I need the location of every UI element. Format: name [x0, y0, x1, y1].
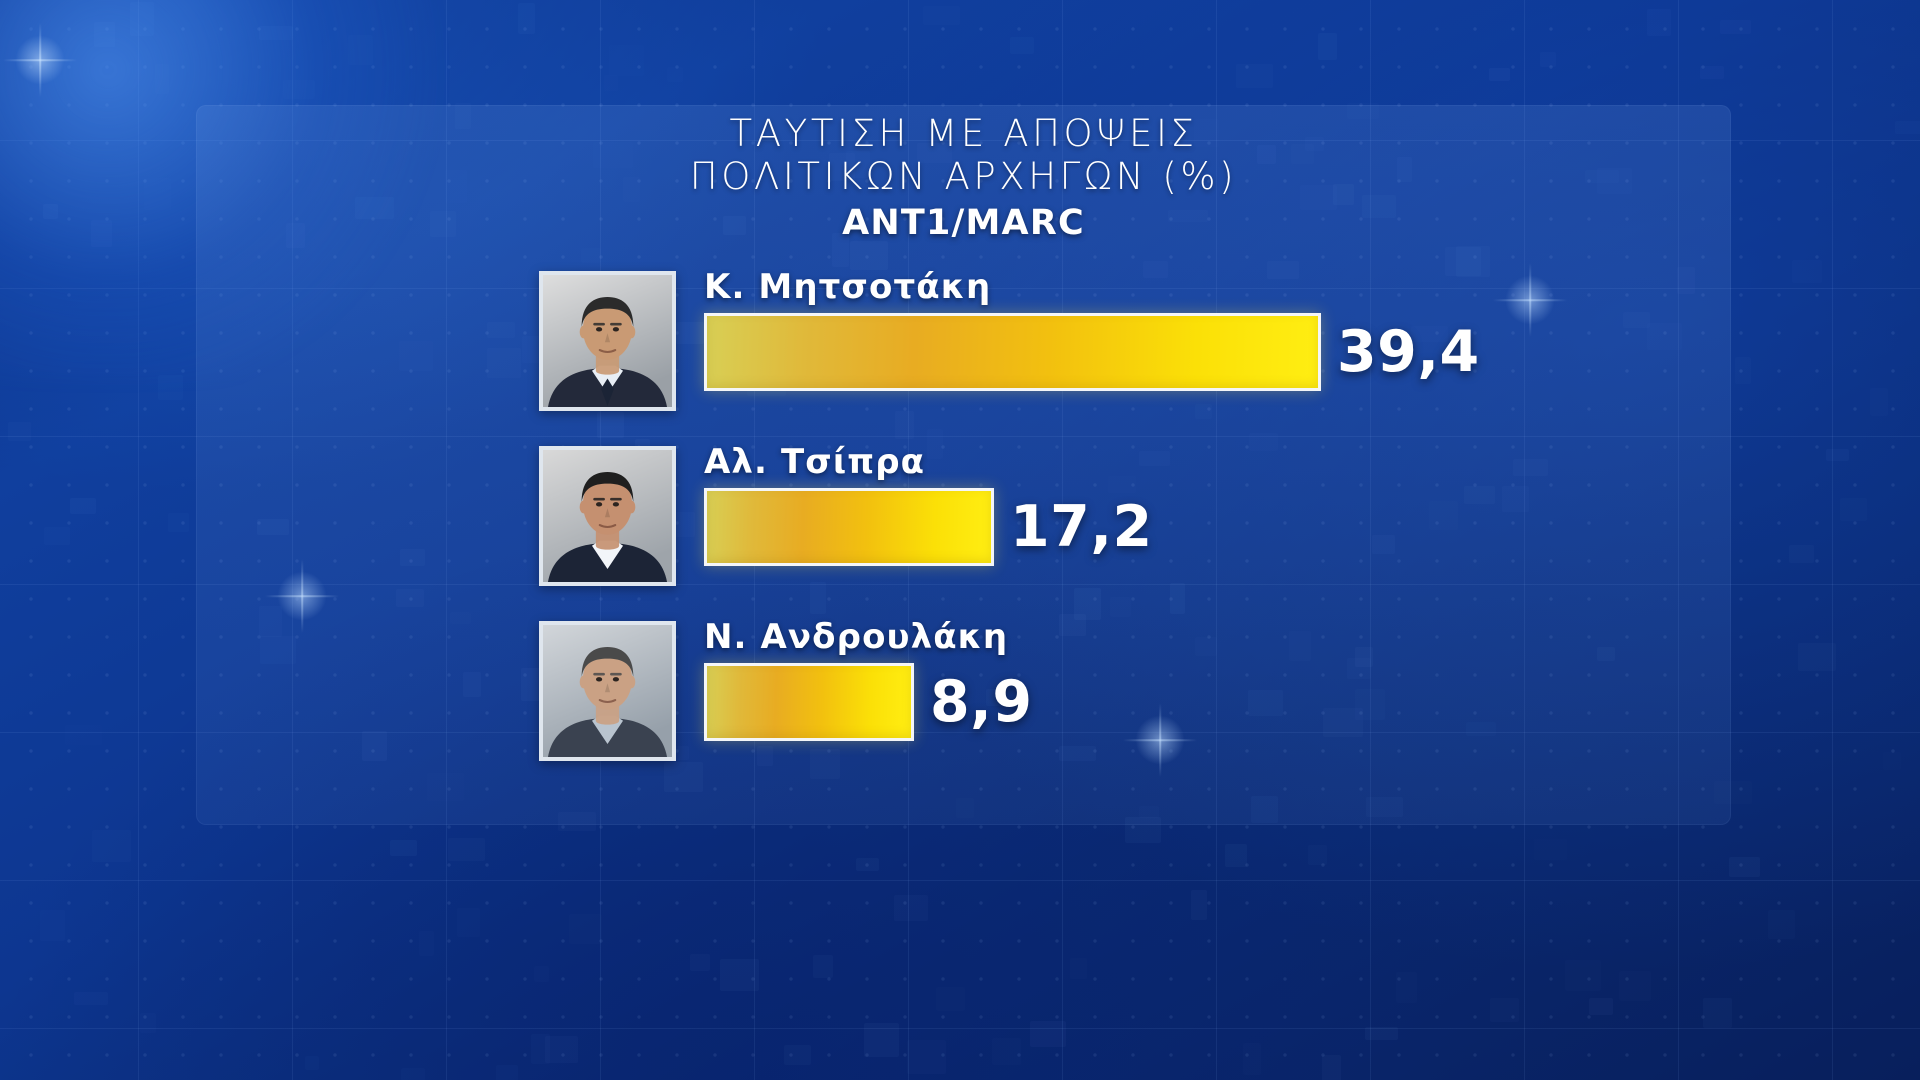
bar-row: Αλ. Τσίπρα 17,2: [196, 440, 1731, 615]
candidate-name: Κ. Μητσοτάκη: [704, 267, 992, 307]
portrait-tsipras: [539, 446, 676, 586]
bar-with-value: 39,4: [704, 313, 1480, 391]
bar-with-value: 17,2: [704, 488, 1153, 566]
value-bar: [704, 313, 1321, 391]
candidate-name: Αλ. Τσίπρα: [704, 442, 926, 482]
portrait-androulakis: [539, 621, 676, 761]
chart-title-line-2: ΠΟΛΙΤΙΚΩΝ ΑΡΧΗΓΩΝ (%): [689, 155, 1238, 198]
chart-panel: ΤΑΥΤΙΣΗ ΜΕ ΑΠΟΨΕΙΣ ΠΟΛΙΤΙΚΩΝ ΑΡΧΗΓΩΝ (%)…: [196, 105, 1731, 825]
background-node-sparkle: [1502, 272, 1558, 328]
title-block: ΤΑΥΤΙΣΗ ΜΕ ΑΠΟΨΕΙΣ ΠΟΛΙΤΙΚΩΝ ΑΡΧΗΓΩΝ (%)…: [196, 112, 1731, 243]
bar-row: Ν. Ανδρουλάκη 8,9: [196, 615, 1731, 790]
background-corner-glow: [0, 0, 460, 380]
value-label: 17,2: [1010, 494, 1153, 560]
background-node-sparkle: [1132, 712, 1188, 768]
chart-subtitle-source: ANT1/MARC: [842, 203, 1085, 243]
bar-with-value: 8,9: [704, 663, 1032, 741]
value-bar: [704, 663, 914, 741]
portrait-mitsotakis: [539, 271, 676, 411]
value-bar: [704, 488, 994, 566]
chart-title-line-1: ΤΑΥΤΙΣΗ ΜΕ ΑΠΟΨΕΙΣ: [729, 112, 1198, 155]
bar-row: Κ. Μητσοτάκη 39,4: [196, 265, 1731, 440]
candidate-name: Ν. Ανδρουλάκη: [704, 617, 1009, 657]
value-label: 39,4: [1337, 319, 1480, 385]
background-node-sparkle: [12, 32, 68, 88]
value-label: 8,9: [930, 669, 1033, 735]
background-node-sparkle: [274, 568, 330, 624]
bar-rows-container: Κ. Μητσοτάκη 39,4: [196, 265, 1731, 790]
